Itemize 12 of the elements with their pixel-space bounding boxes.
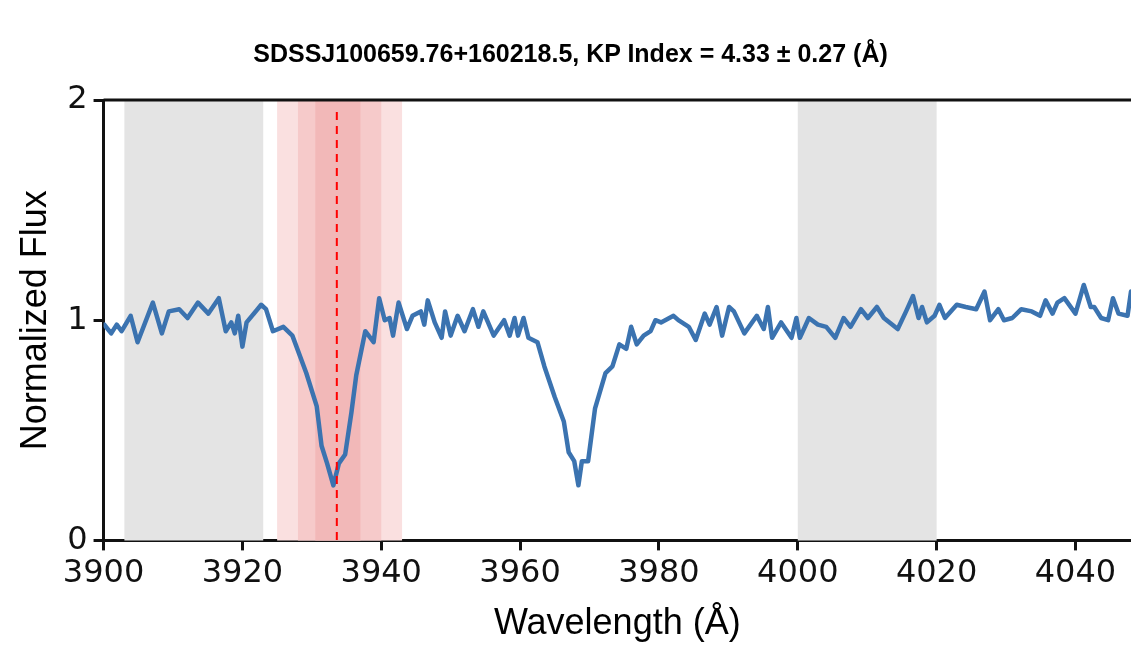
chart-title: SDSSJ100659.76+160218.5, KP Index = 4.33 ± 0.27 (Å) [253, 38, 888, 67]
y-tick-label: 2 [67, 78, 88, 117]
x-tick-label: 3960 [479, 551, 561, 590]
x-axis-title: Wavelength (Å) [493, 601, 741, 643]
x-tick-label: 3980 [618, 551, 700, 590]
x-tick-label: 4040 [1034, 551, 1117, 590]
x-tick-label: 3940 [340, 551, 422, 590]
x-tick-label: 4020 [895, 551, 978, 590]
x-tick-label: 3920 [201, 551, 284, 590]
y-tick-label: 1 [67, 298, 88, 337]
x-tick-label: 4000 [757, 551, 839, 590]
y-axis-title: Normalized Flux [12, 190, 54, 451]
